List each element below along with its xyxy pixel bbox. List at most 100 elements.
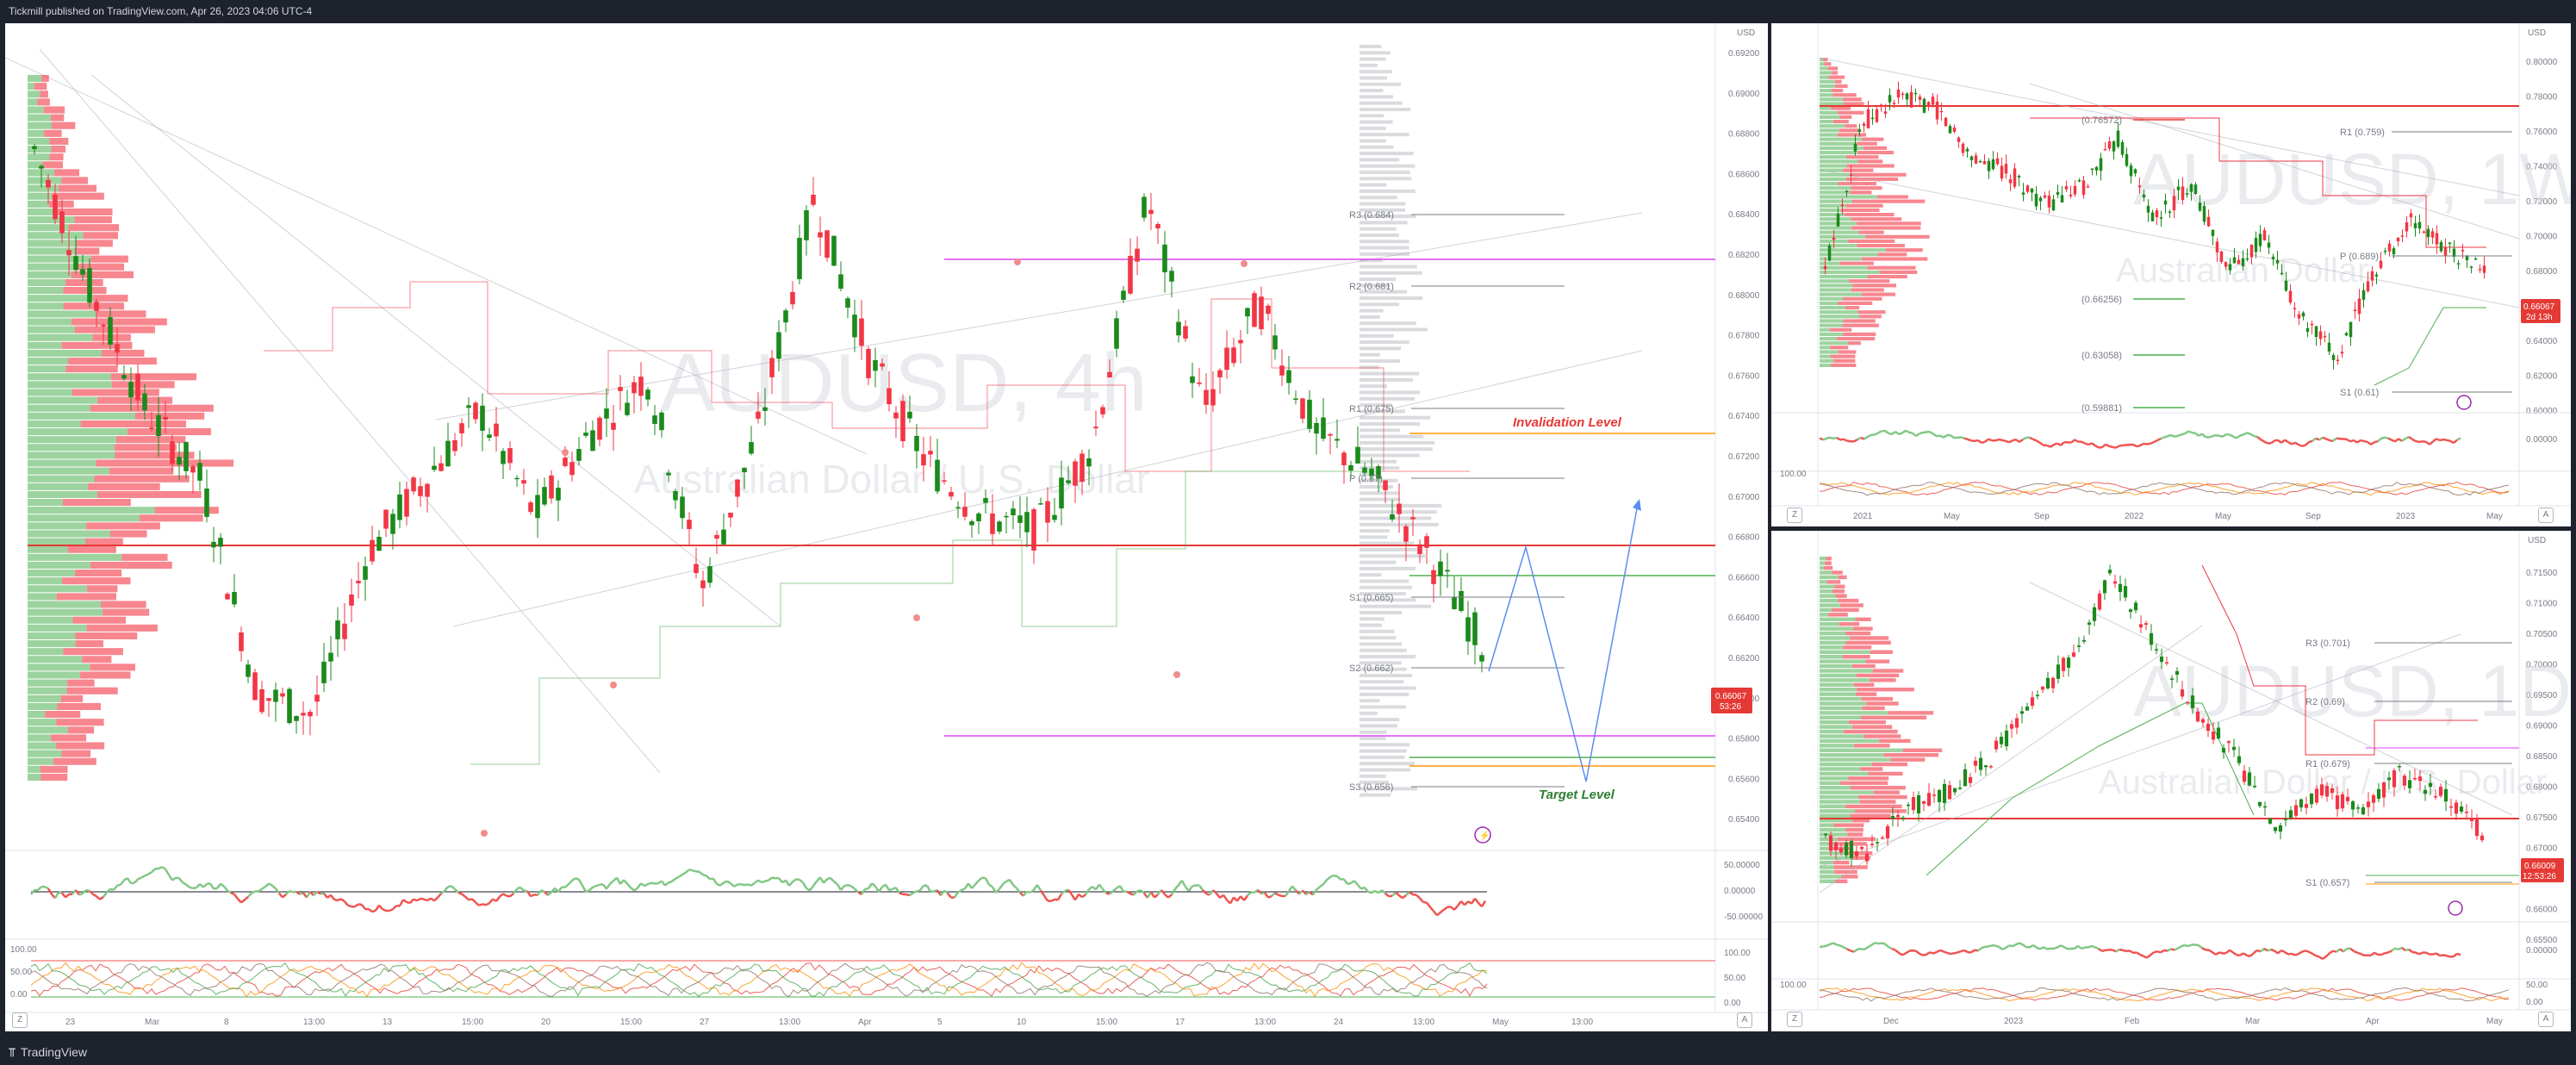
osc-line: [2287, 441, 2293, 445]
volume-profile-bar: [1852, 626, 1873, 631]
tradingview-logo-icon[interactable]: ⫪: [9, 1045, 16, 1059]
osc-line: [2122, 949, 2127, 953]
volume-profile-bar: [1820, 875, 1842, 879]
auto-scale-button[interactable]: A: [2538, 1012, 2554, 1027]
price-candle: [2112, 141, 2116, 152]
volume-profile-bar: [1843, 729, 1898, 734]
volume-profile-bar: [1852, 283, 1896, 288]
price-candle: [1348, 464, 1353, 471]
osc-line: [492, 898, 497, 903]
zoom-button[interactable]: Z: [1787, 1012, 1802, 1027]
price-candle: [1272, 335, 1278, 350]
price-candle: [1828, 835, 1833, 851]
price-candle: [2344, 333, 2349, 336]
osc-line: [2181, 433, 2186, 436]
price-candle: [2305, 327, 2310, 333]
chart-pane-weekly[interactable]: 0.80000 0.78000 0.76000 0.74000 0.72000 0.700…: [1771, 23, 2571, 526]
price-candle: [280, 693, 285, 697]
session-volume-bar: [1360, 246, 1409, 250]
session-volume-bar: [1360, 177, 1412, 181]
zoom-button[interactable]: Z: [12, 1012, 28, 1028]
trend-line: [5, 57, 868, 455]
volume-profile-bar: [1820, 186, 1851, 190]
volume-profile-bar: [1841, 875, 1858, 879]
price-candle: [2155, 210, 2159, 218]
volume-profile-bar: [28, 679, 68, 687]
price-candle: [1957, 788, 1963, 789]
osc-line: [2418, 440, 2424, 444]
price-candle: [452, 439, 457, 452]
volume-profile-bar: [28, 577, 63, 585]
price-candle: [1994, 740, 1999, 750]
osc-line: [1088, 886, 1093, 891]
osc-line: [471, 898, 476, 904]
price-candle: [459, 423, 464, 433]
chart-weekly-canvas[interactable]: 0.800000.780000.760000.740000.720000.700…: [1771, 23, 2571, 526]
osc-line: [2053, 442, 2058, 446]
stoch-line: [1819, 987, 2510, 1002]
price-candle: [2118, 583, 2123, 593]
volume-profile-bar: [1838, 575, 1847, 580]
brand-name[interactable]: TradingView: [20, 1045, 87, 1059]
osc-line: [1974, 949, 1979, 952]
osc-line: [533, 894, 538, 897]
auto-scale-button[interactable]: A: [2538, 508, 2554, 523]
volume-profile-bar: [1871, 762, 1907, 767]
price-candle: [1259, 296, 1264, 330]
x-axis-tick: 15:00: [1096, 1018, 1117, 1027]
price-candle: [2154, 649, 2159, 651]
zoom-button[interactable]: Z: [1787, 508, 1802, 523]
chart-pane-4h[interactable]: 0.69200 0.69000 0.68800 0.68600 0.68400 0.682…: [5, 23, 1768, 1031]
price-candle: [1073, 461, 1078, 486]
osc-line: [2415, 951, 2420, 956]
session-volume-bar: [1360, 365, 1379, 370]
osc-line: [1953, 951, 1958, 955]
price-candle: [2019, 711, 2025, 714]
x-axis-tick: 27: [700, 1018, 710, 1027]
volume-profile-bar: [1847, 851, 1873, 856]
price-candle: [1968, 776, 1973, 783]
chart-4h-canvas[interactable]: 0.692000.690000.688000.686000.684000.682…: [5, 23, 1768, 1031]
signal-dot: [481, 830, 488, 837]
session-volume-bar: [1360, 566, 1416, 570]
volume-profile-bar: [1834, 84, 1848, 88]
price-candle: [2323, 335, 2327, 338]
osc-line: [2036, 946, 2041, 950]
osc-line: [2170, 948, 2175, 951]
price-candle: [2004, 164, 2008, 174]
session-volume-bar: [1360, 648, 1407, 652]
chart-pane-daily[interactable]: 0.71500 0.71000 0.70500 0.70000 0.69500 0.690…: [1771, 531, 2571, 1031]
osc-line: [147, 871, 152, 875]
session-volume-bar: [1360, 277, 1397, 282]
osc-line: [2170, 433, 2175, 438]
pivot-label: R1 (0.759): [2340, 128, 2385, 138]
price-candle: [397, 494, 402, 520]
y-axis-tick: 0.67000: [1728, 493, 1760, 502]
osc-line: [723, 880, 728, 884]
volume-profile-bar: [1820, 283, 1853, 288]
volume-profile-bar: [86, 522, 160, 530]
osc-line: [1098, 883, 1104, 890]
volume-profile-bar: [28, 459, 96, 467]
auto-scale-button[interactable]: A: [1737, 1012, 1752, 1028]
price-candle: [749, 442, 754, 454]
volume-profile-bar: [1837, 337, 1876, 341]
volume-profile-bar: [1856, 673, 1900, 678]
chart-daily-canvas[interactable]: 0.715000.710000.705000.700000.695000.690…: [1771, 531, 2571, 1031]
price-candle: [1909, 91, 1913, 108]
osc-line: [2442, 438, 2448, 442]
osc-line: [371, 909, 376, 913]
price-candle: [1086, 458, 1092, 467]
volume-profile-bar: [28, 341, 62, 349]
y-axis-tick: 0.71000: [2526, 600, 2558, 609]
osc-line: [605, 883, 612, 890]
osc-line: [2436, 952, 2441, 957]
osc-line: [1857, 436, 1862, 441]
price-candle: [184, 441, 189, 471]
volume-profile-bar: [1820, 767, 1861, 771]
price-candle: [2159, 656, 2164, 663]
volume-profile-bar: [90, 663, 135, 671]
osc-line: [1395, 891, 1400, 897]
price-candle: [1988, 766, 1994, 768]
osc-line: [1247, 891, 1252, 897]
